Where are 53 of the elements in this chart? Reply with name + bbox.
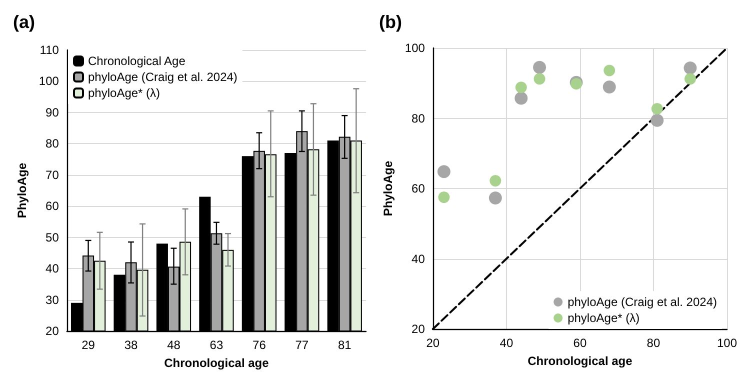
y-tick-label: 20	[46, 324, 60, 338]
y-tick-label: 60	[412, 182, 426, 196]
point	[437, 165, 450, 178]
y-tick-label: 80	[412, 111, 426, 126]
legend-label: phyloAge (Craig et al. 2024)	[568, 295, 718, 309]
point	[602, 80, 616, 94]
point	[515, 82, 527, 94]
y-tick-label: 60	[46, 199, 60, 214]
point	[684, 73, 696, 85]
point	[490, 175, 502, 187]
y-tick-label: 20	[412, 322, 426, 336]
chart-title: (b)	[379, 12, 402, 32]
y-tick-label: 40	[412, 252, 426, 266]
point	[534, 73, 546, 85]
y-tick-label: 50	[46, 230, 60, 244]
x-tick-label: 40	[500, 336, 514, 350]
y-axis-title: PhyloAge	[381, 160, 395, 216]
point	[651, 103, 663, 115]
y-tick-label: 80	[46, 136, 60, 151]
x-tick-label: 48	[167, 338, 181, 352]
x-tick-label: 38	[124, 338, 138, 352]
legend-label: phyloAge* (λ)	[88, 86, 160, 100]
legend-label: phyloAge (Craig et al. 2024)	[88, 70, 238, 84]
y-tick-label: 90	[46, 105, 60, 120]
chart-title: (a)	[13, 12, 36, 32]
x-axis-title: Chronological age	[164, 356, 270, 370]
point	[650, 114, 664, 127]
point	[684, 62, 697, 75]
y-tick-label: 40	[46, 262, 60, 276]
y-tick-label: 70	[46, 168, 60, 182]
point	[514, 92, 528, 105]
x-tick-label: 100	[716, 336, 738, 350]
x-tick-label: 20	[426, 336, 440, 350]
y-tick-label: 110	[40, 43, 60, 57]
y-tick-label: 100	[404, 41, 426, 55]
point	[533, 60, 546, 74]
point	[488, 191, 502, 204]
point	[438, 192, 450, 204]
x-tick-label: 29	[82, 338, 96, 352]
x-axis-title: Chronological age	[528, 354, 633, 368]
y-tick-label: 100	[38, 74, 60, 88]
legend-label: phyloAge* (λ)	[568, 311, 640, 325]
y-tick-label: 30	[46, 292, 60, 307]
x-tick-label: 77	[295, 338, 309, 352]
y-axis-title: PhyloAge	[15, 162, 29, 218]
point	[570, 78, 582, 90]
legend-label: Chronological Age	[88, 54, 186, 68]
x-tick-label: 63	[210, 338, 224, 352]
point	[604, 64, 616, 76]
x-tick-label: 80	[646, 336, 660, 350]
x-tick-label: 81	[338, 338, 352, 352]
x-tick-label: 76	[252, 338, 266, 352]
x-tick-label: 60	[573, 336, 587, 350]
